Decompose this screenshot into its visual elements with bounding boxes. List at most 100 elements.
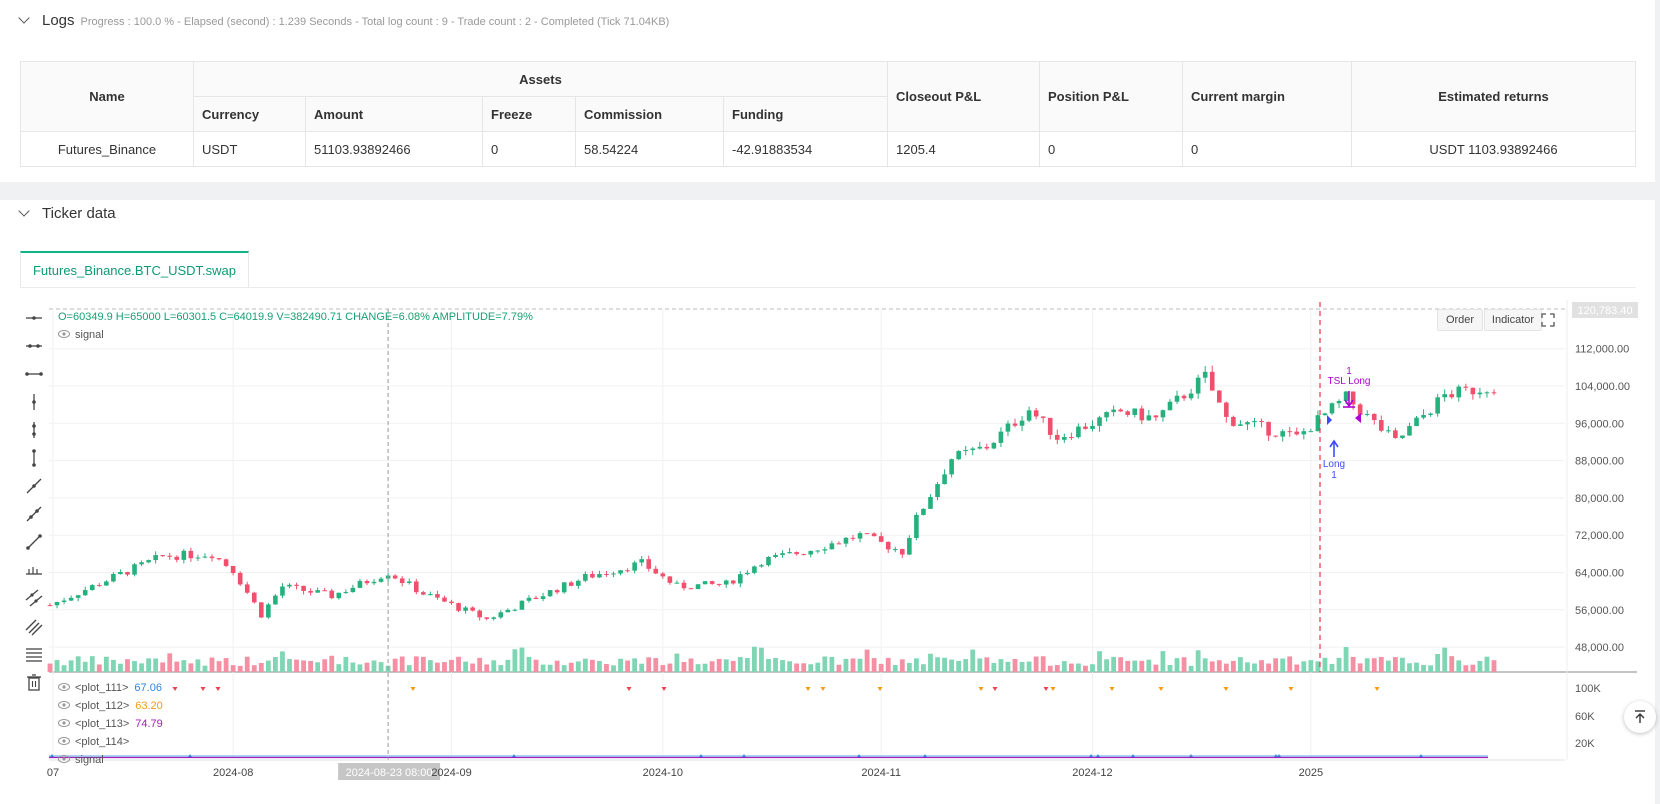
candle-body	[519, 600, 525, 610]
candle-body	[674, 582, 680, 584]
vertical-ray-tool-icon[interactable]	[24, 420, 44, 440]
trash-icon[interactable]	[24, 672, 44, 692]
volume-bar	[1209, 661, 1215, 672]
volume-bar	[1230, 660, 1236, 672]
vertical-line-tool-icon[interactable]	[24, 392, 44, 412]
top-price-label: 120,783.40	[1577, 305, 1632, 317]
volume-bar	[329, 655, 335, 672]
top-price-box	[1572, 302, 1638, 318]
candle-body	[301, 585, 306, 591]
volume-bar	[857, 658, 863, 672]
candle-body	[1350, 391, 1356, 405]
row-current-margin: 0	[1182, 131, 1352, 167]
candle-body	[1076, 426, 1081, 438]
order-button[interactable]: Order	[1437, 309, 1483, 331]
y-tick-label: 56,000.00	[1575, 605, 1624, 617]
candle-body	[160, 555, 166, 557]
volume-bar	[1329, 663, 1335, 672]
candle-body	[681, 582, 687, 589]
volume-bar	[1421, 664, 1426, 672]
volume-bar	[1273, 658, 1279, 672]
pitchfork-tool-icon[interactable]	[24, 616, 44, 636]
extended-line-tool-icon[interactable]	[24, 364, 44, 384]
candle-body	[745, 572, 750, 575]
candle-body	[343, 592, 349, 594]
volume-bar	[1083, 665, 1088, 672]
indicator-button[interactable]: Indicator	[1484, 309, 1542, 331]
volume-bar	[308, 660, 314, 672]
assets-table: Name Assets Closeout P&L Position P&L Cu…	[20, 61, 1636, 167]
logs-header[interactable]: Logs Progress : 100.0 % - Elapsed (secon…	[18, 12, 669, 29]
volume-bar	[223, 658, 229, 672]
volume-bar	[639, 663, 645, 672]
parallel-channel-tool-icon[interactable]	[24, 588, 44, 608]
candle-body	[1442, 394, 1447, 398]
segment-tool-icon[interactable]	[24, 532, 44, 552]
candle-body	[892, 549, 898, 551]
volume-bar	[1435, 653, 1441, 672]
candle-body	[1040, 416, 1046, 418]
x-tick-label: 2024-12	[1072, 767, 1112, 779]
volume-bar	[209, 657, 215, 672]
candle-body	[526, 597, 532, 601]
volume-bar	[449, 659, 454, 672]
volume-bar	[885, 657, 891, 672]
volume-bar	[477, 657, 483, 672]
volume-bar	[1104, 659, 1109, 672]
eye-icon	[58, 719, 70, 727]
fibonacci-tool-icon[interactable]	[24, 644, 44, 664]
candle-body	[216, 558, 222, 560]
volume-bar	[1047, 665, 1053, 672]
volume-bar	[491, 660, 497, 672]
trend-line-tool-icon[interactable]	[24, 476, 44, 496]
indicator-legend-label: <plot_112>	[75, 700, 129, 712]
volume-bar	[780, 660, 785, 672]
sell-signal-marker	[992, 687, 998, 691]
candle-body	[202, 556, 208, 558]
candle-body	[413, 581, 419, 593]
candle-body	[1456, 386, 1462, 398]
volume-bar	[378, 662, 384, 672]
candle-body	[1477, 392, 1483, 395]
volume-bar	[371, 660, 377, 672]
volume-bar	[364, 662, 370, 672]
candle-body	[322, 590, 328, 592]
candle-body	[759, 565, 764, 567]
candle-body	[75, 595, 81, 598]
volume-bar	[970, 649, 976, 672]
horizontal-line-tool-icon[interactable]	[24, 308, 44, 328]
horizontal-ray-tool-icon[interactable]	[24, 336, 44, 356]
volume-bar	[1125, 660, 1131, 672]
ray-tool-icon[interactable]	[24, 504, 44, 524]
vertical-segment-tool-icon[interactable]	[24, 448, 44, 468]
candle-body	[449, 601, 454, 604]
volume-bar	[892, 665, 898, 672]
volume-bar	[547, 664, 553, 672]
price-range-tool-icon[interactable]	[24, 560, 44, 580]
volume-bar	[1378, 656, 1384, 672]
funding-header: Funding	[723, 96, 888, 132]
scroll-to-top-button[interactable]	[1624, 701, 1656, 733]
chart-axes: 112,000.00 104,000.00 96,000.00 88,000.00 80…	[47, 344, 1630, 779]
candle-body	[54, 601, 60, 606]
fullscreen-icon[interactable]	[1541, 313, 1555, 327]
volume-bar	[1294, 664, 1300, 672]
volume-bar	[787, 661, 793, 672]
candle-body	[336, 592, 342, 599]
volume-bar	[1308, 660, 1314, 672]
candle-body	[68, 597, 74, 601]
signal-markers	[49, 687, 1488, 759]
candle-body	[97, 585, 102, 587]
volume-bar	[287, 658, 292, 672]
candle-body	[223, 559, 229, 566]
candle-body	[554, 590, 560, 593]
volume-bar	[1266, 663, 1271, 672]
tab-btc-usdt-swap[interactable]: Futures_Binance.BTC_USDT.swap	[20, 251, 249, 287]
tsl-count-label: 1	[1346, 366, 1352, 377]
eye-icon	[58, 683, 70, 691]
arrow-up-icon	[1635, 710, 1645, 723]
candle-body	[590, 573, 595, 578]
ticker-header[interactable]: Ticker data	[18, 205, 116, 222]
candle-body	[266, 604, 271, 618]
